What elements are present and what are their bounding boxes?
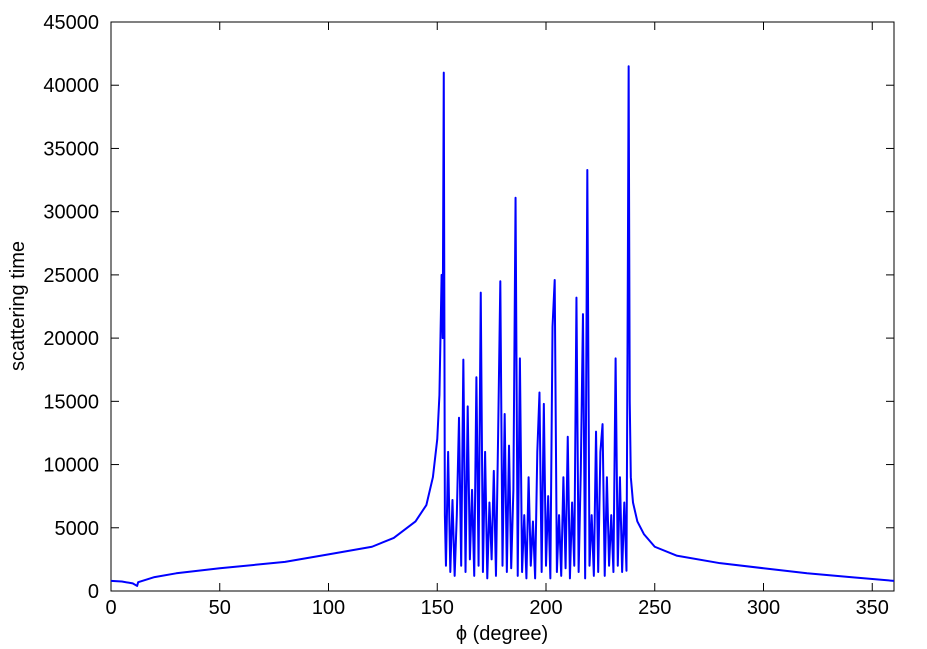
x-tick-label: 200 xyxy=(529,597,562,619)
y-tick-label: 10000 xyxy=(43,455,99,477)
x-tick-label: 150 xyxy=(421,597,454,619)
y-tick-label: 45000 xyxy=(43,12,99,34)
x-tick-label: 0 xyxy=(105,597,116,619)
y-tick-label: 25000 xyxy=(43,265,99,287)
y-tick-label: 40000 xyxy=(43,75,99,97)
y-tick-label: 30000 xyxy=(43,202,99,224)
x-axis-label: ϕ (degree) xyxy=(456,623,548,645)
y-tick-label: 0 xyxy=(88,581,99,603)
x-tick-label: 50 xyxy=(209,597,231,619)
x-tick-label: 100 xyxy=(312,597,345,619)
y-tick-label: 35000 xyxy=(43,138,99,160)
y-axis-label: scattering time xyxy=(7,241,29,371)
x-tick-label: 350 xyxy=(856,597,889,619)
data-line xyxy=(110,65,895,587)
y-tick-label: 20000 xyxy=(43,328,99,350)
x-tick-label: 300 xyxy=(747,597,780,619)
plot-frame xyxy=(110,21,895,592)
y-tick-label: 15000 xyxy=(43,391,99,413)
x-tick-label: 250 xyxy=(638,597,671,619)
y-tick-label: 5000 xyxy=(55,518,100,540)
